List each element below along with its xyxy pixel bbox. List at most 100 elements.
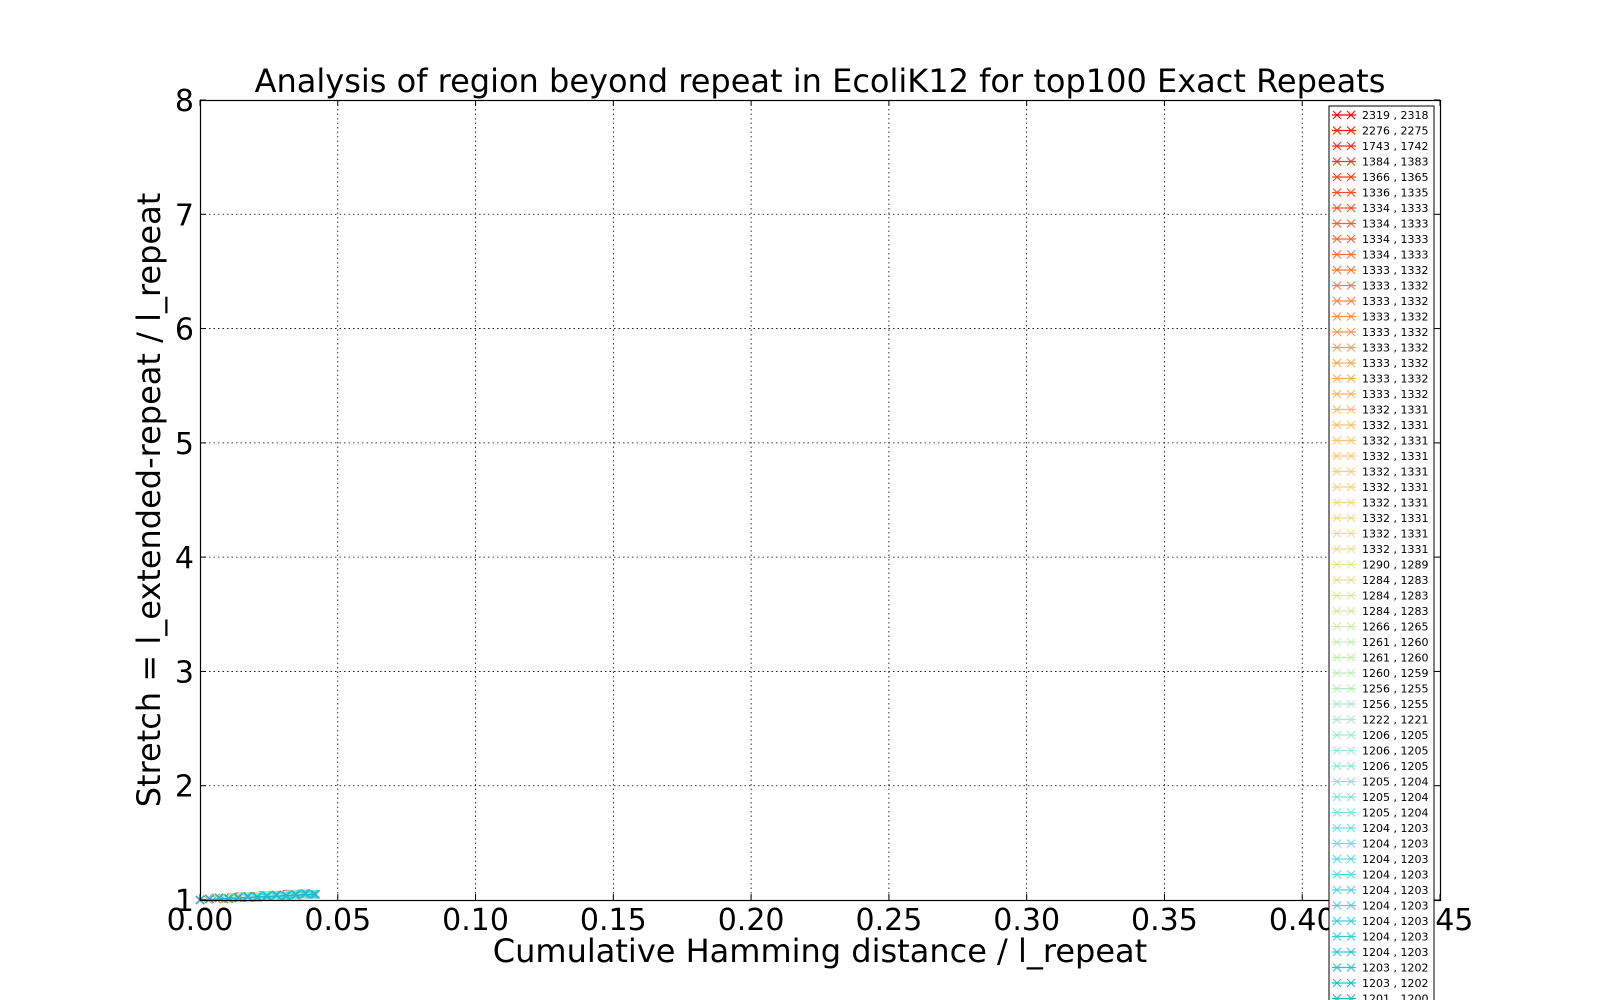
legend-marker [1346,808,1356,817]
legend-entry: 1334 , 1333 [1332,233,1428,246]
legend-marker [1332,405,1342,414]
legend-marker [1332,730,1342,740]
legend-marker [1332,653,1342,662]
legend-entry: 1333 , 1332 [1332,295,1428,308]
legend-label: 1206 , 1205 [1362,729,1428,742]
legend-marker [1346,978,1356,988]
legend-entry: 1222 , 1221 [1332,714,1428,727]
legend-label: 1332 , 1331 [1362,543,1428,556]
y-tick-label: 7 [175,198,194,233]
legend-label: 1332 , 1331 [1362,435,1428,448]
legend-label: 1384 , 1383 [1362,156,1428,169]
legend-marker [1332,188,1342,197]
legend-marker [1346,575,1356,585]
legend-marker [1332,451,1342,461]
legend-label: 1333 , 1332 [1362,264,1428,277]
y-tick-label: 1 [175,884,194,919]
legend-entry: 1333 , 1332 [1332,373,1428,386]
data-point-marker [292,890,301,900]
legend-marker [1332,591,1342,600]
legend-marker [1346,916,1356,926]
legend-marker [1332,715,1342,724]
legend-label: 1266 , 1265 [1362,621,1428,634]
legend-entry: 1332 , 1331 [1332,543,1428,556]
legend-marker [1332,126,1342,135]
legend-marker [1332,141,1342,151]
legend-marker [1332,777,1342,786]
legend-entry: 1284 , 1283 [1332,574,1428,587]
legend-marker [1332,606,1342,616]
legend-label: 1204 , 1203 [1362,838,1428,851]
legend-entry: 1204 , 1203 [1332,946,1428,959]
legend-marker [1332,575,1342,585]
legend-marker [1332,684,1342,693]
legend-marker [1346,451,1356,461]
legend-entry: 1204 , 1203 [1332,900,1428,913]
legend-label: 1333 , 1332 [1362,326,1428,339]
y-tick-label: 8 [175,84,194,119]
legend-entry: 1333 , 1332 [1332,311,1428,324]
legend-marker [1332,110,1342,120]
legend: 2319 , 2318 2276 , 2275 1743 , 1742 1384 , … [1328,105,1435,1000]
legend-marker [1346,761,1356,771]
x-tick-label: 0.35 [1131,903,1198,938]
legend-marker [1346,792,1356,802]
y-tick-label: 5 [175,427,194,462]
legend-marker [1346,219,1356,228]
legend-label: 1205 , 1204 [1362,807,1428,820]
legend-entry: 1332 , 1331 [1332,481,1428,494]
legend-marker [1332,157,1342,166]
legend-marker [1346,994,1356,1000]
x-tick-label: 0.10 [442,903,509,938]
legend-entry: 1332 , 1331 [1332,466,1428,479]
legend-label: 1204 , 1203 [1362,884,1428,897]
legend-marker [1346,141,1356,151]
legend-marker [1346,606,1356,616]
legend-marker [1332,994,1342,1000]
legend-marker [1332,746,1342,755]
legend-entry: 1334 , 1333 [1332,249,1428,262]
legend-label: 1284 , 1283 [1362,605,1428,618]
grid [200,100,1440,900]
legend-marker [1346,870,1356,879]
legend-label: 1334 , 1333 [1362,202,1428,215]
legend-marker [1346,296,1356,306]
legend-marker [1346,172,1356,182]
legend-marker [1332,947,1342,957]
legend-entry: 1332 , 1331 [1332,512,1428,525]
legend-label: 1204 , 1203 [1362,931,1428,944]
legend-label: 1203 , 1202 [1362,977,1428,990]
x-tick-label: 0.20 [718,903,785,938]
legend-entry: 1366 , 1365 [1332,171,1428,184]
legend-label: 1284 , 1283 [1362,590,1428,603]
legend-marker [1346,420,1356,430]
legend-entry: 1206 , 1205 [1332,729,1428,742]
legend-label: 1332 , 1331 [1362,419,1428,432]
legend-entry: 1384 , 1383 [1332,156,1428,169]
legend-label: 1222 , 1221 [1362,714,1428,727]
legend-label: 2276 , 2275 [1362,125,1428,138]
legend-label: 1334 , 1333 [1362,249,1428,262]
legend-marker [1332,219,1342,228]
legend-marker [1346,343,1356,352]
legend-entry: 1266 , 1265 [1332,621,1428,634]
legend-label: 1743 , 1742 [1362,140,1428,153]
legend-entry: 1333 , 1332 [1332,326,1428,339]
legend-label: 1256 , 1255 [1362,698,1428,711]
legend-label: 1204 , 1203 [1362,900,1428,913]
legend-label: 1204 , 1203 [1362,853,1428,866]
legend-marker [1332,296,1342,306]
legend-entry: 1256 , 1255 [1332,698,1428,711]
legend-entry: 1204 , 1203 [1332,915,1428,928]
legend-marker [1332,467,1342,476]
legend-label: 1333 , 1332 [1362,342,1428,355]
legend-entry: 1332 , 1331 [1332,528,1428,541]
legend-label: 1333 , 1332 [1362,311,1428,324]
legend-marker [1332,436,1342,445]
legend-marker [1332,808,1342,817]
legend-entry: 1256 , 1255 [1332,683,1428,696]
legend-label: 1261 , 1260 [1362,636,1428,649]
legend-label: 1333 , 1332 [1362,280,1428,293]
legend-marker [1346,529,1356,538]
legend-label: 1204 , 1203 [1362,822,1428,835]
